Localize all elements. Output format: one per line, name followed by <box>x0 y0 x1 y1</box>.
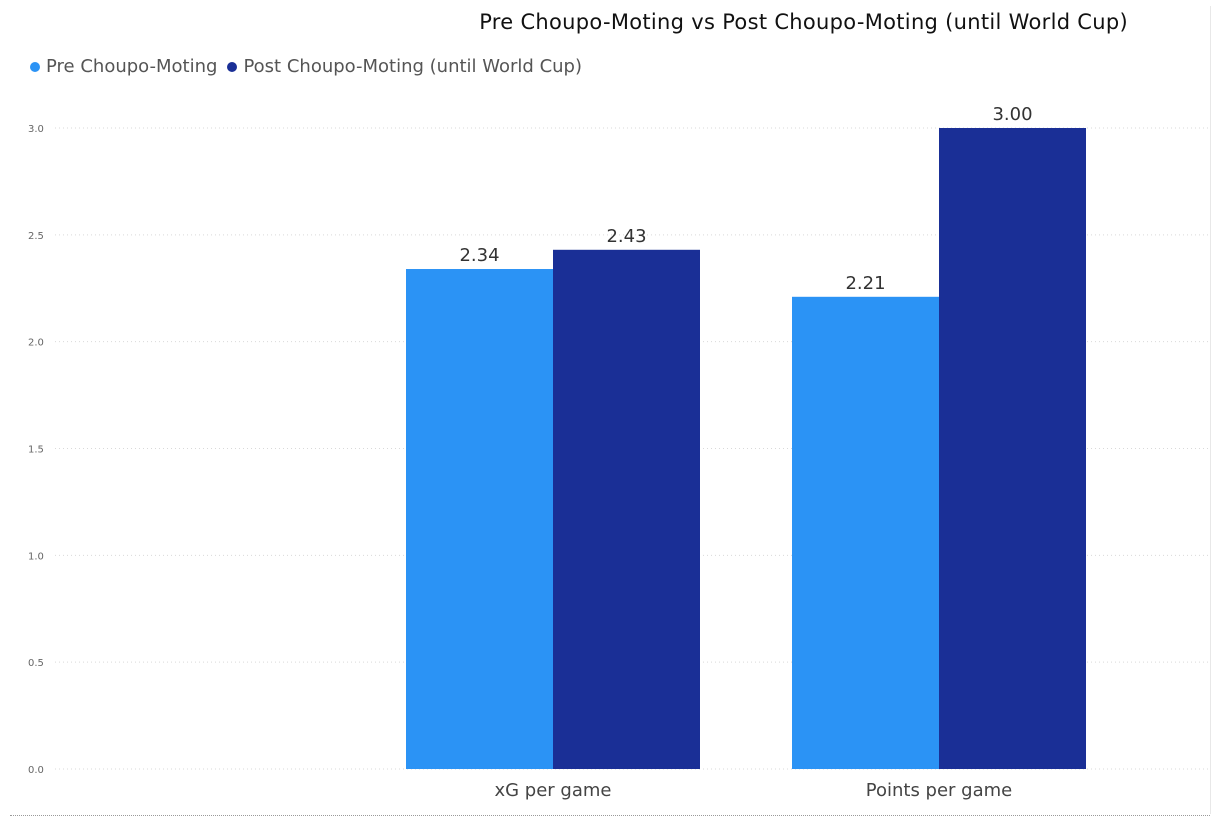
chart-visual: Pre Choupo-Moting vs Post Choupo-Moting … <box>10 6 1211 814</box>
y-tick-label: 1.0 <box>28 551 44 562</box>
bar[interactable] <box>406 269 553 769</box>
y-tick-label: 0.5 <box>28 658 44 669</box>
data-label: 2.21 <box>845 273 885 294</box>
y-tick-label: 0.0 <box>28 765 44 776</box>
legend-item-post[interactable]: Post Choupo-Moting (until World Cup) <box>227 56 582 77</box>
x-category-label: Points per game <box>866 780 1012 801</box>
legend-label-post: Post Choupo-Moting (until World Cup) <box>243 56 583 77</box>
data-label: 3.00 <box>992 104 1032 125</box>
bar[interactable] <box>939 128 1086 769</box>
legend-label-pre: Pre Choupo-Moting <box>46 56 218 77</box>
chart-plot: 0.0 0.5 1.0 1.5 2.0 2.5 3.0 2.34 2.43 xG per game… <box>28 104 1210 801</box>
x-category-label: xG per game <box>494 780 611 801</box>
bar[interactable] <box>792 296 939 769</box>
y-tick-label: 2.5 <box>28 231 44 242</box>
legend-dot-post <box>227 61 238 72</box>
y-tick-label: 3.0 <box>28 124 44 135</box>
legend-dot-pre <box>30 61 40 72</box>
chart-title: Pre Choupo-Moting vs Post Choupo-Moting … <box>479 10 1128 34</box>
chart-legend: Pre Choupo-Moting Post Choupo-Moting (un… <box>30 56 592 77</box>
bottom-divider <box>10 815 1210 816</box>
data-label: 2.43 <box>606 226 646 247</box>
bar[interactable] <box>553 249 700 770</box>
y-tick-label: 2.0 <box>28 338 44 349</box>
legend-item-pre[interactable]: Pre Choupo-Moting <box>30 56 217 77</box>
y-tick-label: 1.5 <box>28 445 44 456</box>
data-label: 2.34 <box>459 245 499 266</box>
